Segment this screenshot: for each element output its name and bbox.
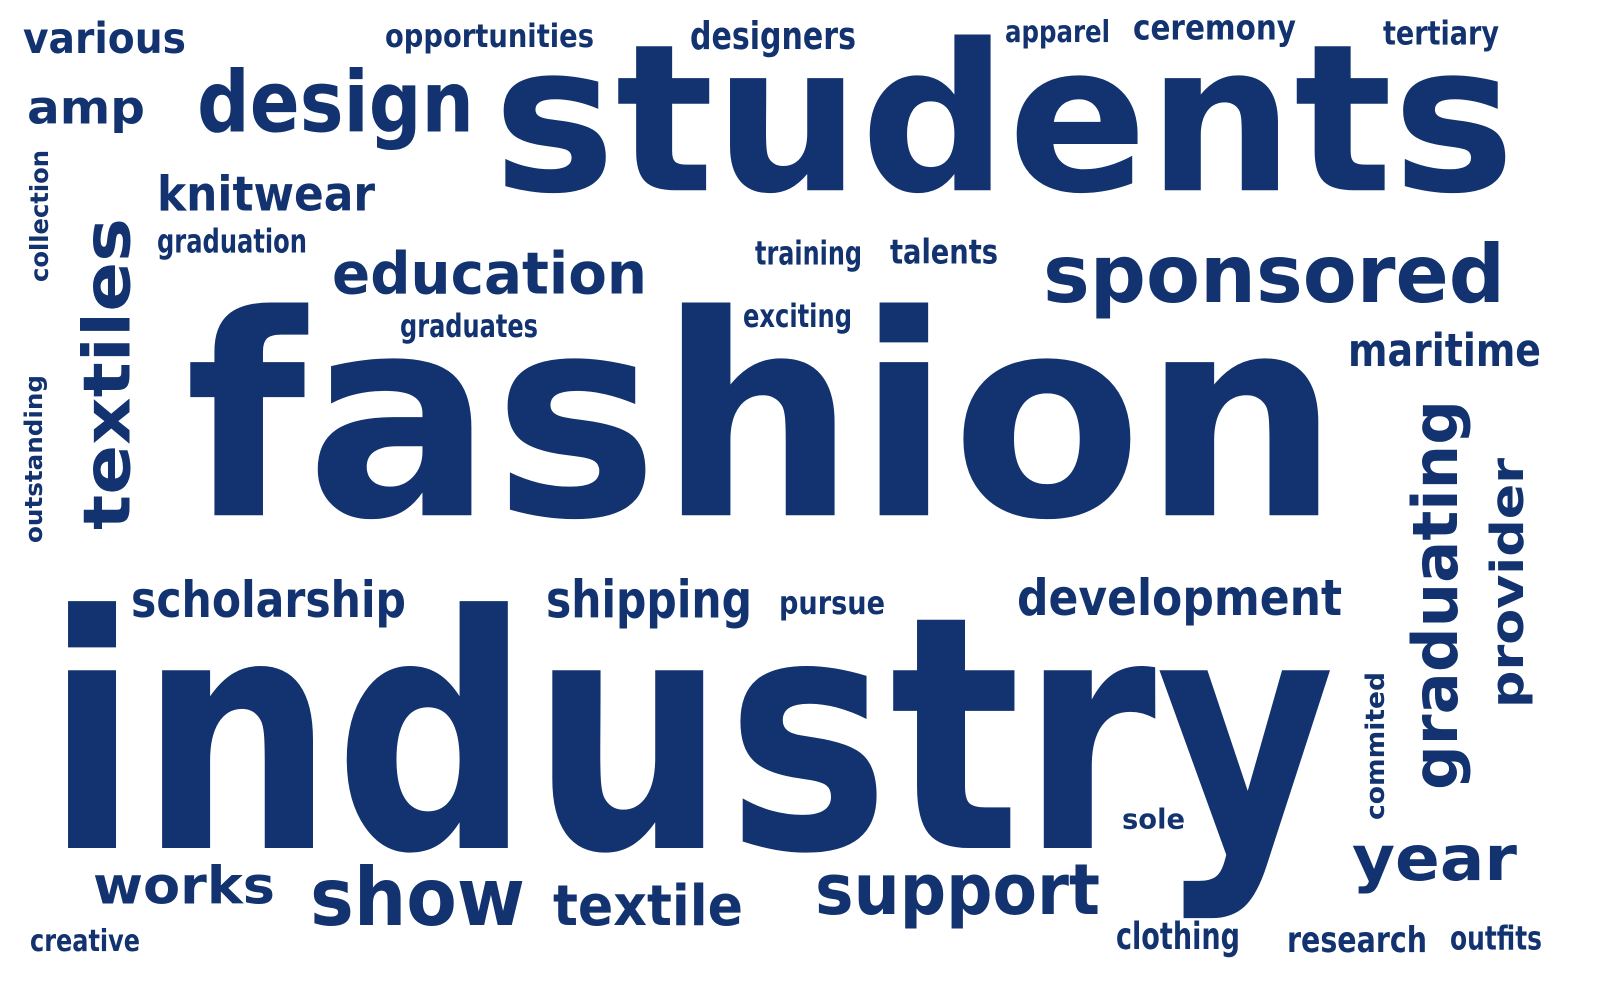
word-education: education xyxy=(332,239,647,308)
word-design: design xyxy=(197,52,474,152)
word-graduating: graduating xyxy=(1399,400,1472,790)
word-year: year xyxy=(1352,822,1517,895)
word-support: support xyxy=(815,848,1100,931)
word-graduation: graduation xyxy=(157,222,307,261)
word-sponsored: sponsored xyxy=(1043,227,1505,322)
word-outfits: outfits xyxy=(1450,919,1542,958)
word-training: training xyxy=(755,234,862,273)
word-knitwear: knitwear xyxy=(157,165,375,222)
word-research: research xyxy=(1287,918,1427,961)
word-graduates: graduates xyxy=(400,307,538,345)
word-talents: talents xyxy=(890,231,998,272)
word-provider: provider xyxy=(1480,458,1534,708)
word-clothing: clothing xyxy=(1116,914,1240,958)
word-exciting: exciting xyxy=(743,297,852,335)
word-industry: industry xyxy=(45,545,1335,926)
word-opportunities: opportunities xyxy=(385,17,594,55)
word-commited: commited xyxy=(1359,672,1391,820)
word-designers: designers xyxy=(690,13,856,59)
word-pursue: pursue xyxy=(779,584,885,622)
word-amp: amp xyxy=(27,80,145,135)
word-maritime: maritime xyxy=(1348,323,1541,377)
word-works: works xyxy=(93,855,275,917)
word-textiles: textiles xyxy=(69,218,146,530)
word-outstanding: outstanding xyxy=(19,375,48,543)
word-sole: sole xyxy=(1122,802,1185,836)
word-various: various xyxy=(23,13,186,64)
word-development: development xyxy=(1017,568,1342,627)
word-apparel: apparel xyxy=(1005,14,1110,50)
word-creative: creative xyxy=(30,923,140,959)
word-textile: textile xyxy=(553,872,743,939)
word-fashion: fashion xyxy=(185,254,1340,583)
word-ceremony: ceremony xyxy=(1133,6,1296,48)
word-students: students xyxy=(493,0,1515,240)
word-collection: collection xyxy=(24,150,54,282)
word-shipping: shipping xyxy=(546,569,752,631)
word-scholarship: scholarship xyxy=(131,570,406,629)
word-tertiary: tertiary xyxy=(1383,14,1499,53)
word-show: show xyxy=(310,850,525,945)
